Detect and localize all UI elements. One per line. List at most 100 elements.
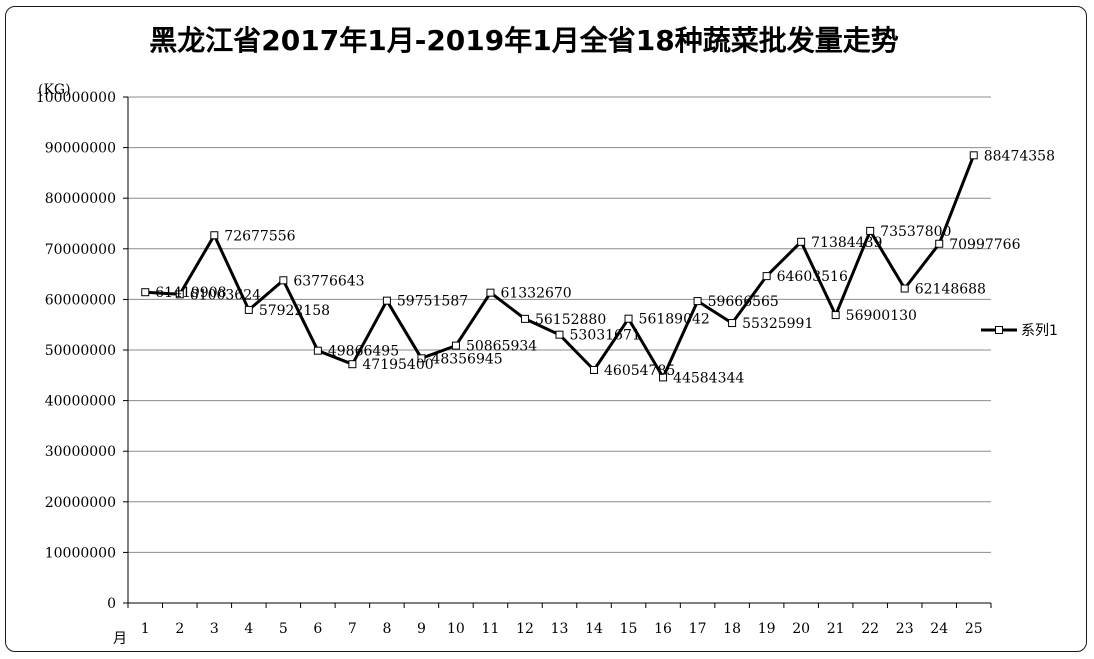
x-tick-label: 10: [447, 621, 465, 637]
data-label: 56152880: [535, 312, 606, 328]
data-point-marker: [900, 284, 909, 293]
x-tick-label: 13: [551, 621, 569, 637]
data-point-marker: [520, 314, 529, 323]
x-tick-label: 20: [792, 621, 810, 637]
data-label: 56189042: [639, 312, 710, 328]
x-tick-label: 9: [417, 621, 426, 637]
y-tick-label: 60000000: [45, 292, 116, 308]
data-point-marker: [175, 290, 184, 299]
data-label: 49866495: [328, 344, 399, 360]
data-point-marker: [244, 305, 253, 314]
data-label: 50865934: [466, 339, 537, 355]
data-label: 59666565: [708, 294, 779, 310]
legend-label: 系列1: [1021, 323, 1058, 339]
grid-lines: [128, 96, 991, 553]
data-label: 61003624: [190, 287, 261, 303]
x-tick-label: 7: [348, 621, 357, 637]
data-label: 48356945: [431, 351, 502, 367]
y-tick-labels: 0 10000000 20000000 30000000 40000000 5000000…: [36, 90, 116, 612]
legend: 系列1: [981, 323, 1058, 339]
x-tick-label: 8: [382, 621, 391, 637]
data-label: 53031671: [570, 328, 641, 344]
y-tick-label: 80000000: [45, 191, 116, 207]
data-point-marker: [590, 365, 599, 374]
y-axis-unit-label: (KG): [38, 82, 71, 98]
data-label: 46054785: [604, 363, 675, 379]
x-tick-label: 1: [141, 621, 150, 637]
x-tick-label: 4: [244, 621, 253, 637]
x-tick-label: 21: [827, 621, 845, 637]
data-point-marker: [831, 311, 840, 320]
data-point-marker: [279, 276, 288, 285]
x-tick-label: 19: [758, 621, 776, 637]
x-tick-label: 18: [723, 621, 741, 637]
data-point-marker: [693, 297, 702, 306]
data-label: 73537800: [880, 224, 951, 240]
y-tick-label: 10000000: [45, 545, 116, 561]
y-tick-label: 90000000: [45, 141, 116, 157]
data-label: 62148688: [915, 282, 986, 298]
y-tick-label: 70000000: [45, 242, 116, 258]
data-label: 59751587: [397, 294, 468, 310]
data-point-marker: [762, 272, 771, 281]
data-label: 70997766: [949, 237, 1020, 253]
data-label: 44584344: [673, 370, 744, 386]
x-tick-label: 12: [516, 621, 534, 637]
data-point-marker: [141, 288, 150, 297]
y-tick-label: 50000000: [45, 343, 116, 359]
x-tick-label: 23: [896, 621, 914, 637]
x-tick-label: 25: [965, 621, 983, 637]
data-point-marker: [969, 151, 978, 160]
y-tick-label: 100000000: [36, 90, 116, 106]
series-markers: [141, 151, 978, 382]
data-point-marker: [659, 373, 668, 382]
data-label: 72677556: [224, 228, 295, 244]
data-point-marker: [382, 296, 391, 305]
x-tick-label: 16: [654, 621, 672, 637]
data-point-marker: [348, 360, 357, 369]
x-axis-label: 月: [113, 631, 127, 647]
data-point-marker: [486, 288, 495, 297]
data-point-marker: [797, 237, 806, 246]
x-tick-label: 24: [930, 621, 948, 637]
data-label: 61332670: [500, 286, 571, 302]
data-label: 88474358: [984, 148, 1055, 164]
x-tick-label: 6: [313, 621, 322, 637]
y-tick-label: 20000000: [45, 495, 116, 511]
data-point-marker: [866, 226, 875, 235]
x-tick-label: 5: [279, 621, 288, 637]
y-tick-label: 0: [107, 596, 116, 612]
data-point-marker: [624, 314, 633, 323]
data-label: 56900130: [846, 308, 917, 324]
x-tick-label: 15: [620, 621, 638, 637]
y-tick-label: 40000000: [45, 394, 116, 410]
x-tick-label: 17: [689, 621, 707, 637]
data-label: 61419908: [155, 285, 226, 301]
data-point-marker: [313, 346, 322, 355]
data-label: 55325991: [742, 316, 813, 332]
data-point-marker: [935, 239, 944, 248]
chart-title: 黑龙江省2017年1月-2019年1月全省18种蔬菜批发量走势: [149, 24, 898, 57]
series-lines: [145, 154, 976, 379]
data-label: 63776643: [293, 273, 364, 289]
legend-swatch-marker: [995, 326, 1003, 334]
data-point-marker: [728, 319, 737, 328]
x-tick-label: 22: [861, 621, 879, 637]
series-line: [145, 154, 976, 379]
x-tick-label: 14: [585, 621, 603, 637]
data-point-marker: [555, 330, 564, 339]
data-label: 71384439: [811, 235, 882, 251]
x-tick-label: 11: [482, 621, 500, 637]
axes: [123, 96, 992, 608]
x-tick-label: 2: [175, 621, 184, 637]
data-point-marker: [210, 231, 219, 240]
data-point-marker: [451, 341, 460, 350]
x-tick-labels: 1 2 3 4 5 6 7 8 9 10 11 12 13 14 15 16 17 18 19 20 21 22 23 24 2…: [141, 621, 983, 637]
y-tick-label: 30000000: [45, 444, 116, 460]
x-tick-label: 3: [210, 621, 219, 637]
data-point-marker: [417, 354, 426, 363]
data-label: 57922158: [259, 303, 330, 319]
data-label: 47195400: [362, 357, 433, 373]
